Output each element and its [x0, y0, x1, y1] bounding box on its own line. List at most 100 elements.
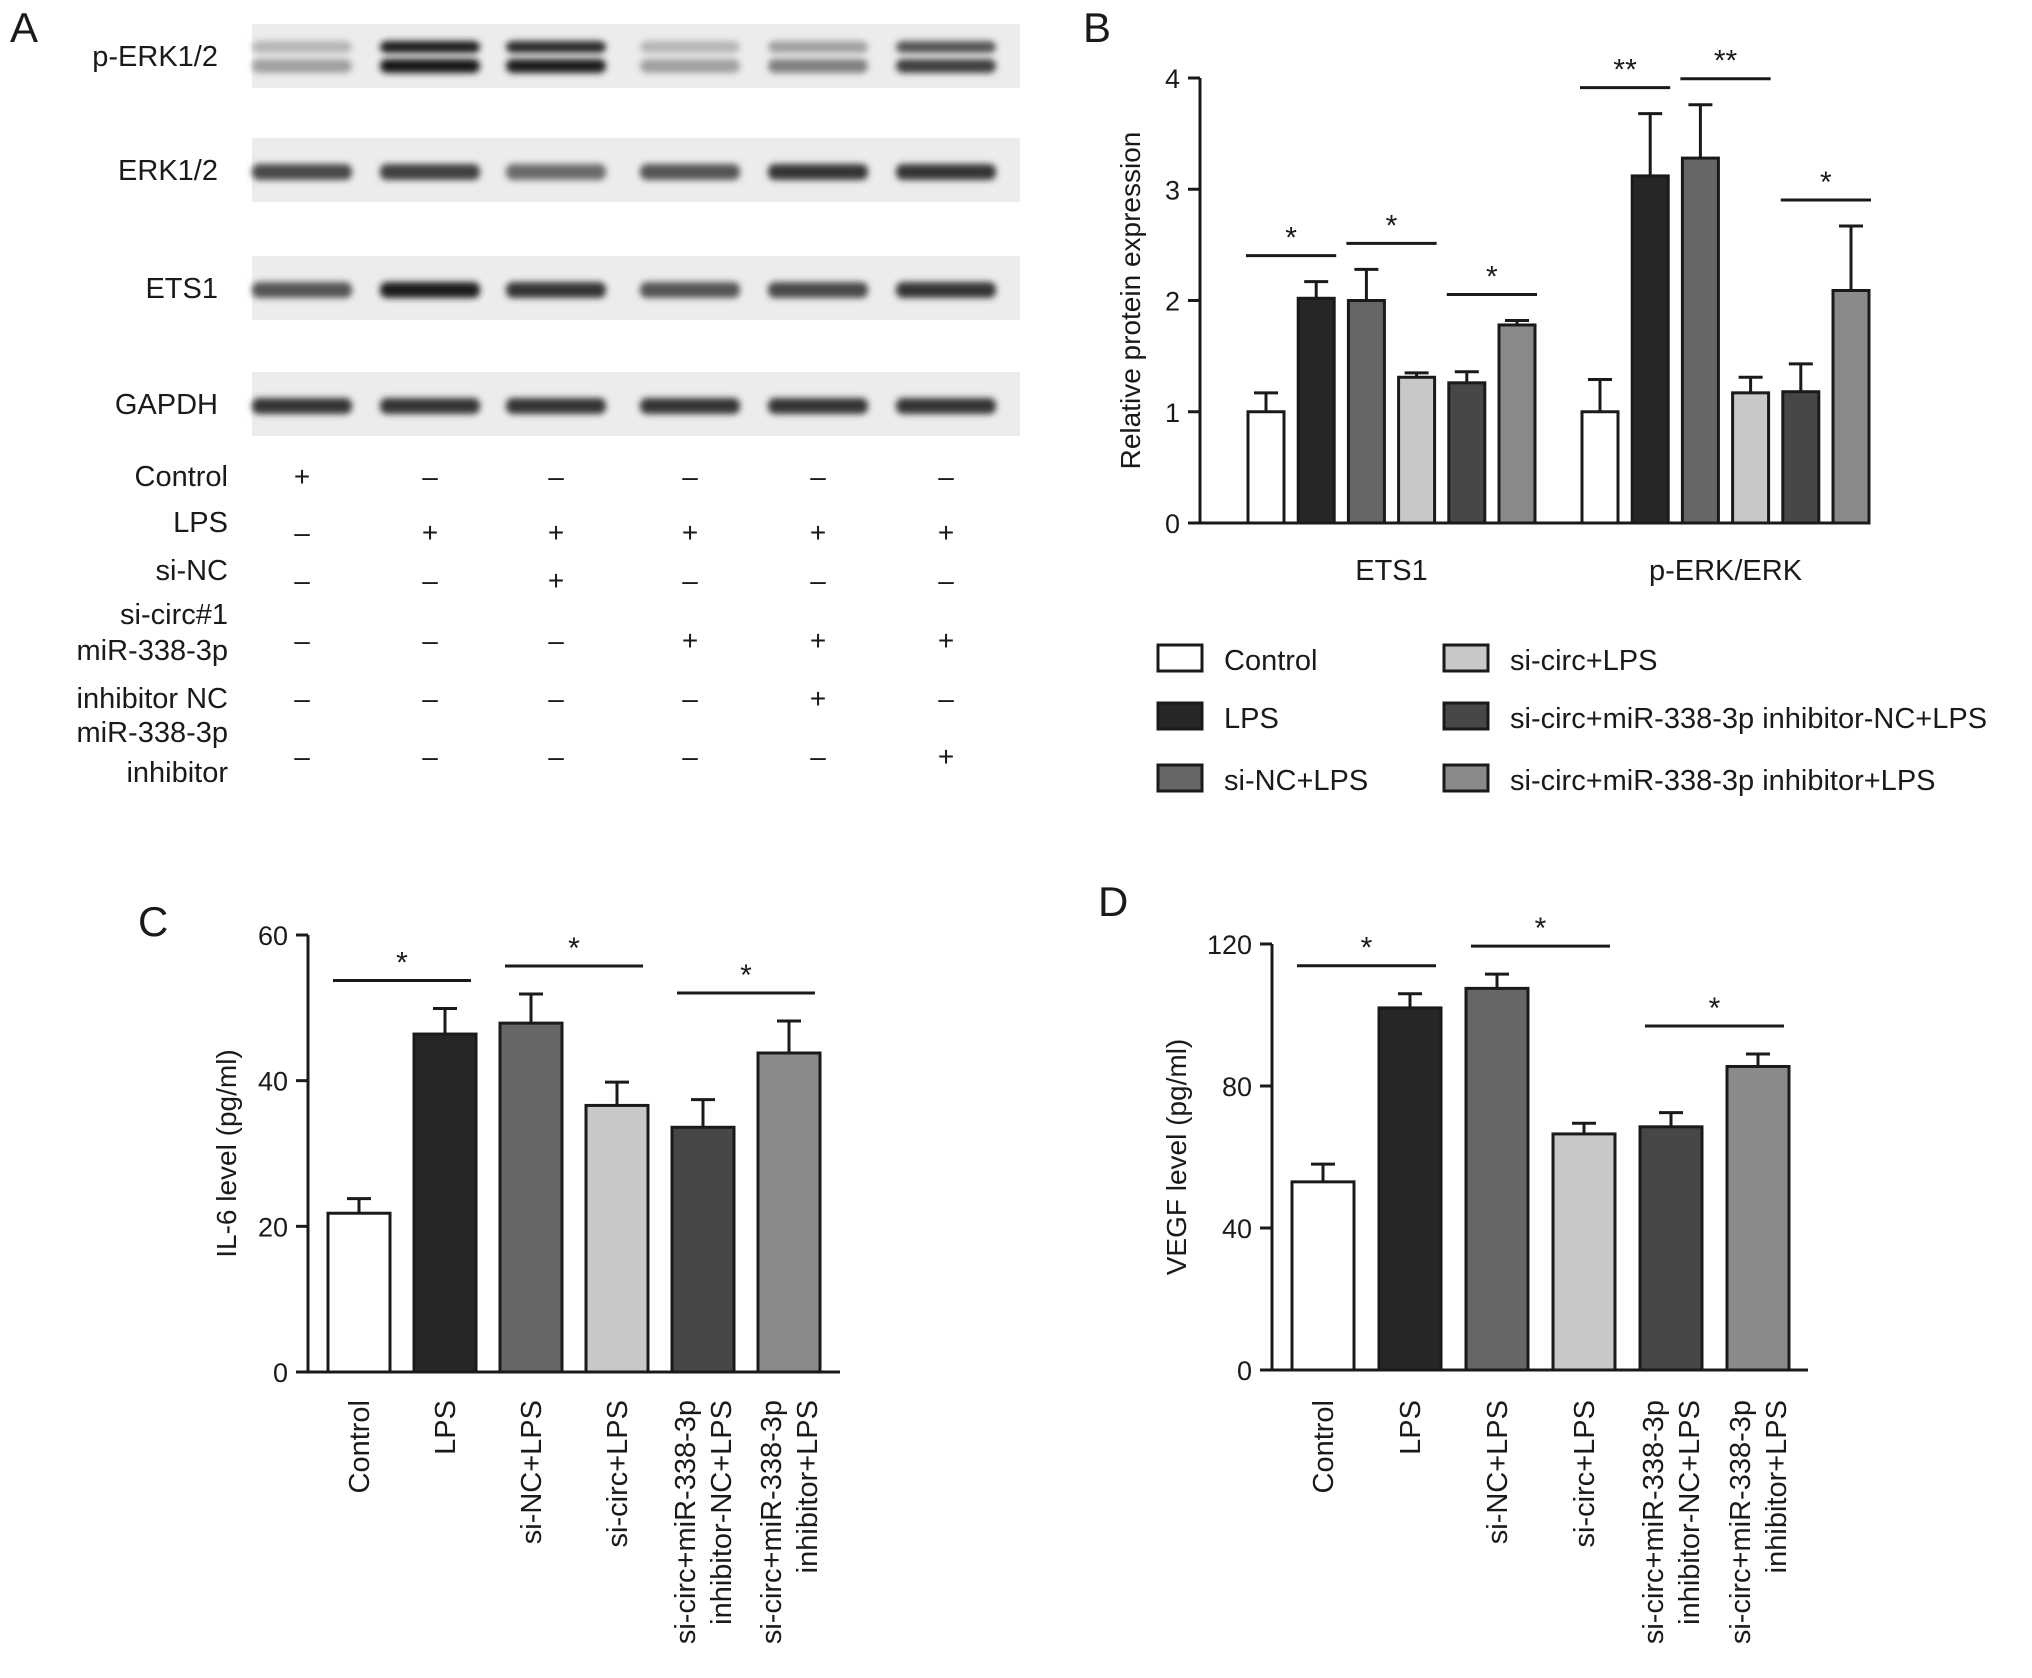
x-category-label: LPS: [1395, 1400, 1427, 1455]
condition-sign: –: [938, 683, 954, 714]
blot-band: [252, 164, 352, 180]
condition-label: LPS: [173, 507, 228, 539]
x-category-label: inhibitor+LPS: [792, 1400, 824, 1573]
y-tick-label: 20: [258, 1212, 288, 1242]
significance-marker: **: [1714, 45, 1738, 78]
legend-label: si-circ+LPS: [1510, 645, 1657, 677]
condition-sign: –: [422, 625, 438, 656]
condition-label: inhibitor NC: [77, 683, 229, 715]
x-category-label: Control: [344, 1400, 376, 1494]
legend-label: si-circ+miR-338-3p inhibitor+LPS: [1510, 765, 1936, 797]
y-axis-title: VEGF level (pg/ml): [1161, 1039, 1192, 1276]
legend-swatch: [1442, 763, 1490, 793]
bar: [1447, 381, 1487, 525]
condition-sign: +: [810, 625, 826, 656]
y-tick-label: 40: [258, 1067, 288, 1097]
x-category-label: LPS: [430, 1400, 462, 1455]
legend-label: si-circ+miR-338-3p inhibitor-NC+LPS: [1510, 703, 1987, 735]
condition-sign: –: [422, 565, 438, 596]
condition-sign: –: [810, 461, 826, 492]
bar: [1290, 1180, 1356, 1372]
blot-strip: [252, 372, 1020, 436]
bar: [1725, 1064, 1791, 1372]
condition-sign: –: [682, 741, 698, 772]
protein-expression-chart: 0 1 2 3 4 Relative protein expression ETS1 p-ER…: [1115, 45, 1871, 587]
x-category-label: si-circ+miR-338-3p: [756, 1400, 788, 1644]
y-tick-label: 4: [1165, 64, 1180, 94]
y-tick-label: 2: [1165, 287, 1180, 317]
bar: [1731, 391, 1771, 525]
blot-band: [252, 59, 352, 73]
panel-letter-c: C: [138, 898, 168, 945]
condition-sign: +: [422, 517, 438, 548]
blot-band: [380, 282, 480, 298]
legend-label: si-NC+LPS: [1224, 765, 1368, 797]
blot-band: [768, 398, 868, 414]
blot-band: [506, 282, 606, 298]
condition-label: Control: [135, 461, 229, 493]
y-tick-label: 0: [1165, 509, 1180, 539]
x-category-label: si-circ+miR-338-3p: [670, 1400, 702, 1644]
x-category-label: inhibitor+LPS: [1761, 1400, 1793, 1573]
x-category-label: p-ERK/ERK: [1649, 555, 1803, 587]
il6-level-chart: 0 20 40 60 IL-6 level (pg/ml) * * * Control LPS si…: [211, 921, 840, 1644]
condition-sign: –: [810, 741, 826, 772]
condition-sign: –: [422, 461, 438, 492]
blot-band: [896, 59, 996, 73]
significance-marker: *: [1361, 932, 1373, 965]
condition-sign: –: [548, 741, 564, 772]
x-category-label: si-circ+miR-338-3p: [1638, 1400, 1670, 1644]
blot-band: [506, 164, 606, 180]
y-tick-label: 80: [1222, 1072, 1252, 1102]
bar: [1551, 1132, 1617, 1372]
condition-sign: +: [938, 625, 954, 656]
legend-swatch: [1442, 701, 1490, 731]
y-axis-title: IL-6 level (pg/ml): [211, 1049, 242, 1258]
bar: [584, 1103, 650, 1374]
blot-band: [640, 164, 740, 180]
condition-sign: +: [682, 517, 698, 548]
panel-letter-b: B: [1083, 4, 1111, 51]
condition-sign: –: [682, 461, 698, 492]
condition-sign: +: [294, 461, 310, 492]
blot-band: [380, 164, 480, 180]
bar: [1377, 1006, 1443, 1372]
bar: [1638, 1125, 1704, 1372]
western-blot-panel: p-ERK1/2 ERK1/2 ETS1 GAPDH: [92, 24, 1020, 436]
blot-strip: [252, 256, 1020, 320]
condition-sign: –: [422, 741, 438, 772]
legend-swatch: [1156, 763, 1204, 793]
blot-band: [896, 398, 996, 414]
condition-label: si-circ#1: [120, 599, 228, 631]
blot-band: [896, 282, 996, 298]
condition-sign: +: [810, 683, 826, 714]
blot-strip: [252, 138, 1020, 202]
condition-sign: –: [548, 461, 564, 492]
bar: [412, 1032, 478, 1374]
bar: [756, 1051, 822, 1374]
condition-sign: –: [938, 461, 954, 492]
significance-marker: *: [1285, 222, 1297, 255]
treatment-conditions-table: ControlLPSsi-NCsi-circ#1miR-338-3pinhibi…: [77, 461, 955, 789]
condition-sign: –: [810, 565, 826, 596]
blot-row-label: ETS1: [145, 273, 218, 305]
bar: [1781, 390, 1821, 525]
legend-swatch: [1156, 643, 1204, 673]
legend-label: LPS: [1224, 703, 1279, 735]
y-tick-label: 1: [1165, 398, 1180, 428]
condition-sign: –: [548, 683, 564, 714]
blot-band: [640, 398, 740, 414]
condition-sign: –: [938, 565, 954, 596]
blot-band: [640, 41, 740, 53]
significance-marker: **: [1613, 54, 1637, 87]
bar: [1630, 174, 1670, 525]
condition-sign: +: [682, 625, 698, 656]
condition-label: si-NC: [156, 555, 229, 587]
y-axis-title: Relative protein expression: [1115, 132, 1146, 470]
bar: [1831, 288, 1871, 525]
blot-band: [380, 398, 480, 414]
blot-band: [640, 282, 740, 298]
condition-sign: +: [938, 741, 954, 772]
blot-strip: [252, 24, 1020, 88]
